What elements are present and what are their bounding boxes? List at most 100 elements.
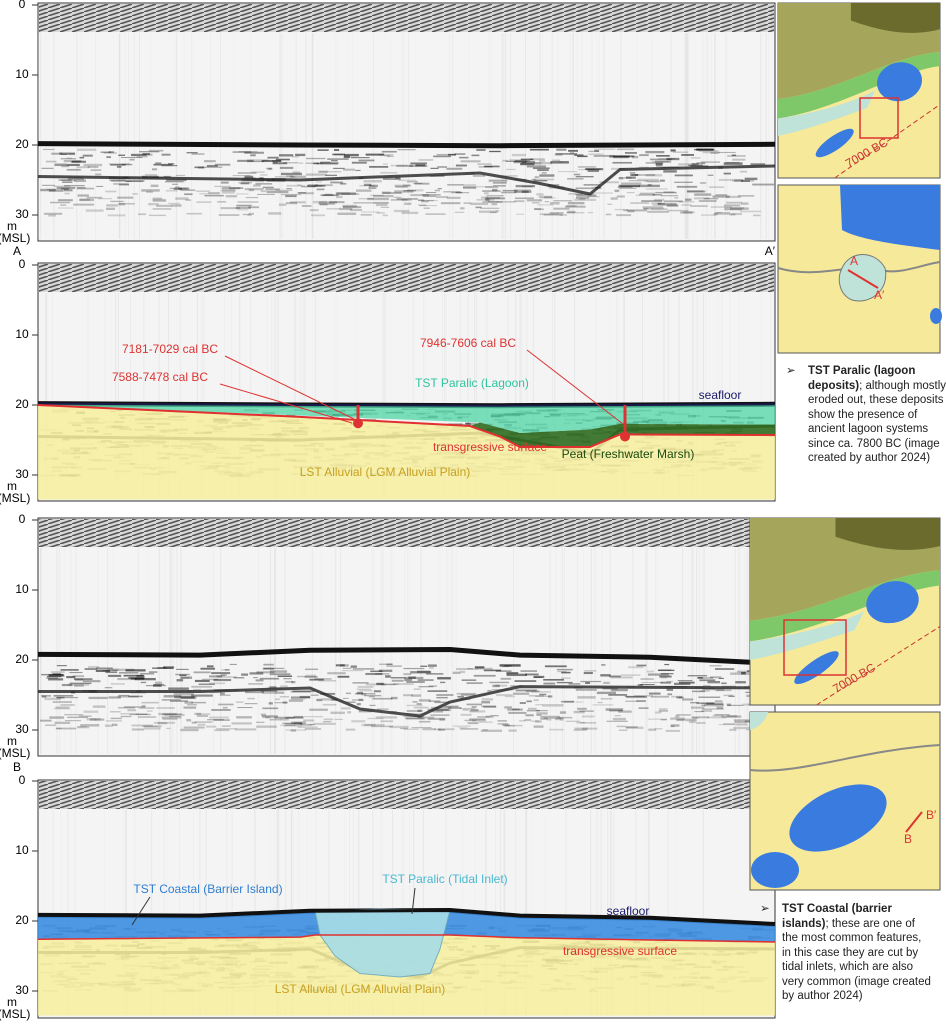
noise <box>609 548 611 754</box>
reflection <box>191 721 197 724</box>
noise <box>76 33 78 239</box>
reflection <box>330 711 345 715</box>
reflection <box>316 162 338 165</box>
reflection <box>559 711 567 714</box>
reflection <box>432 710 444 713</box>
depth-label: 20 <box>15 652 29 666</box>
reflection <box>712 715 724 717</box>
reflection <box>56 665 67 667</box>
reflection <box>457 695 464 698</box>
reflection <box>373 194 394 198</box>
reflection <box>331 698 338 701</box>
reflection <box>390 696 398 700</box>
noise <box>271 293 273 499</box>
reflection <box>596 691 617 695</box>
reflection <box>698 696 721 698</box>
noise <box>552 293 554 499</box>
reflection <box>524 718 532 722</box>
reflection <box>279 166 294 169</box>
noise <box>488 33 490 239</box>
reflection <box>355 189 372 192</box>
reflection <box>416 703 422 705</box>
reflection <box>496 694 513 697</box>
caption-text: ; although mostly eroded out, these depo… <box>808 379 946 465</box>
reflection <box>667 209 689 212</box>
reflection <box>403 190 416 192</box>
noise <box>107 548 109 754</box>
reflection <box>247 214 252 216</box>
reflection <box>319 203 328 206</box>
reflection <box>559 214 567 216</box>
reflection <box>244 187 264 191</box>
reflection <box>585 682 590 685</box>
reflection <box>381 191 391 194</box>
reflection <box>495 684 508 687</box>
reflection <box>507 708 523 711</box>
reflection <box>591 192 614 194</box>
noise <box>123 810 125 1016</box>
reflection <box>519 702 526 704</box>
reflection <box>600 674 611 677</box>
seafloor-reflector <box>37 646 776 666</box>
reflection <box>549 212 564 214</box>
reflection <box>682 211 695 214</box>
reflection <box>647 180 660 183</box>
reflection <box>525 714 534 717</box>
reflection <box>648 673 669 676</box>
reflection <box>285 729 307 731</box>
reflection <box>486 196 501 199</box>
reflection <box>359 185 376 187</box>
reflection <box>387 155 394 157</box>
reflection <box>244 691 265 694</box>
reflection <box>696 162 706 165</box>
reflection <box>221 192 235 194</box>
reflection <box>135 713 148 715</box>
noise <box>591 33 593 239</box>
reflection <box>338 207 353 211</box>
reflection <box>211 709 231 711</box>
reflection <box>382 214 389 217</box>
noise <box>685 33 687 239</box>
noise <box>346 33 348 239</box>
reflection <box>625 700 638 703</box>
reflection <box>163 695 182 698</box>
reflection <box>422 728 436 731</box>
noise <box>445 293 447 499</box>
reflection <box>310 694 319 696</box>
reflection <box>153 721 176 724</box>
reflection <box>72 675 85 678</box>
noise <box>554 293 556 499</box>
reflection <box>275 158 290 161</box>
noise <box>684 33 686 239</box>
reflection <box>394 190 414 193</box>
barrier <box>751 852 799 888</box>
reflection <box>352 682 369 684</box>
reflection <box>405 717 424 720</box>
reflection <box>63 159 82 163</box>
reflection <box>490 211 497 214</box>
reflection <box>542 704 564 707</box>
reflection <box>461 679 477 681</box>
reflection <box>531 691 551 693</box>
reflection <box>325 174 338 176</box>
reflection <box>382 163 388 165</box>
reflection <box>425 191 437 194</box>
reflection <box>84 668 97 670</box>
reflection <box>48 189 64 192</box>
reflection <box>56 697 79 699</box>
reflection <box>378 669 393 672</box>
reflection <box>290 729 297 732</box>
noise <box>702 33 704 239</box>
noise <box>598 33 600 239</box>
reflection <box>350 665 357 668</box>
reflection <box>83 163 103 167</box>
noise <box>667 810 669 1016</box>
reflection <box>526 709 540 712</box>
datum: (MSL) <box>0 1007 30 1021</box>
reflection <box>336 192 351 195</box>
reflection <box>220 181 229 184</box>
noise <box>698 548 700 754</box>
reflection <box>130 153 153 156</box>
reflection <box>297 184 302 187</box>
reflection <box>242 213 251 216</box>
